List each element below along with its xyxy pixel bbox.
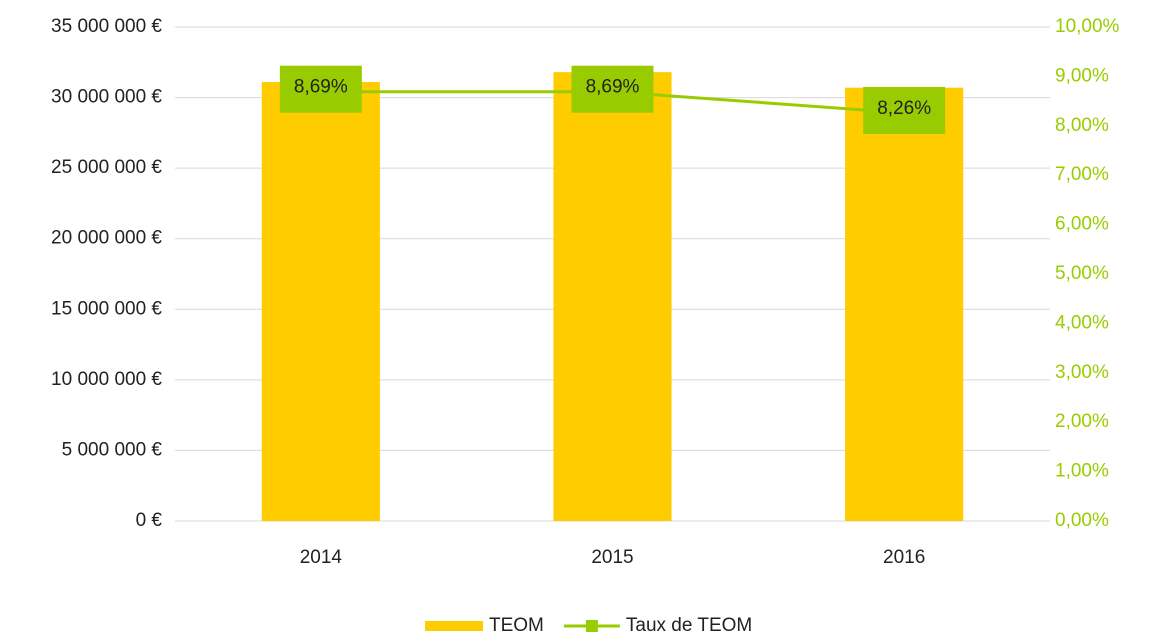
- y-tick-label: 5 000 000 €: [62, 439, 163, 460]
- y2-tick-label: 1,00%: [1055, 461, 1109, 482]
- x-tick-label: 2016: [883, 547, 925, 568]
- y2-tick-label: 9,00%: [1055, 65, 1109, 86]
- y-tick-label: 0 €: [136, 510, 163, 531]
- y2-tick-label: 3,00%: [1055, 362, 1109, 383]
- x-tick-label: 2014: [300, 547, 343, 568]
- data-label: 8,26%: [877, 98, 931, 119]
- y2-tick-label: 2,00%: [1055, 411, 1109, 432]
- data-label: 8,69%: [586, 77, 640, 98]
- bar: [845, 87, 964, 521]
- data-label-box: [863, 86, 946, 134]
- data-label-box: [571, 65, 654, 113]
- y2-tick-label: 0,00%: [1055, 510, 1109, 531]
- x-tick-label: 2015: [591, 547, 633, 568]
- legend-swatch: [425, 621, 483, 631]
- data-label: 8,69%: [294, 77, 348, 98]
- data-label-box: [279, 65, 362, 113]
- y2-tick-label: 10,00%: [1055, 16, 1120, 37]
- y-tick-label: 20 000 000 €: [51, 228, 162, 249]
- y-tick-label: 30 000 000 €: [51, 87, 162, 108]
- bar: [261, 82, 380, 521]
- y2-tick-label: 8,00%: [1055, 115, 1109, 136]
- bar: [553, 72, 672, 521]
- y2-tick-label: 7,00%: [1055, 164, 1109, 185]
- y-tick-label: 35 000 000 €: [51, 16, 162, 37]
- legend-label: Taux de TEOM: [626, 615, 752, 634]
- y-tick-label: 15 000 000 €: [51, 298, 162, 319]
- y2-tick-label: 4,00%: [1055, 312, 1109, 333]
- y2-tick-label: 5,00%: [1055, 263, 1109, 284]
- y-tick-label: 10 000 000 €: [51, 369, 162, 390]
- legend-label: TEOM: [489, 615, 544, 634]
- y-tick-label: 25 000 000 €: [51, 157, 162, 178]
- y2-tick-label: 6,00%: [1055, 214, 1109, 235]
- legend-marker: [585, 620, 598, 632]
